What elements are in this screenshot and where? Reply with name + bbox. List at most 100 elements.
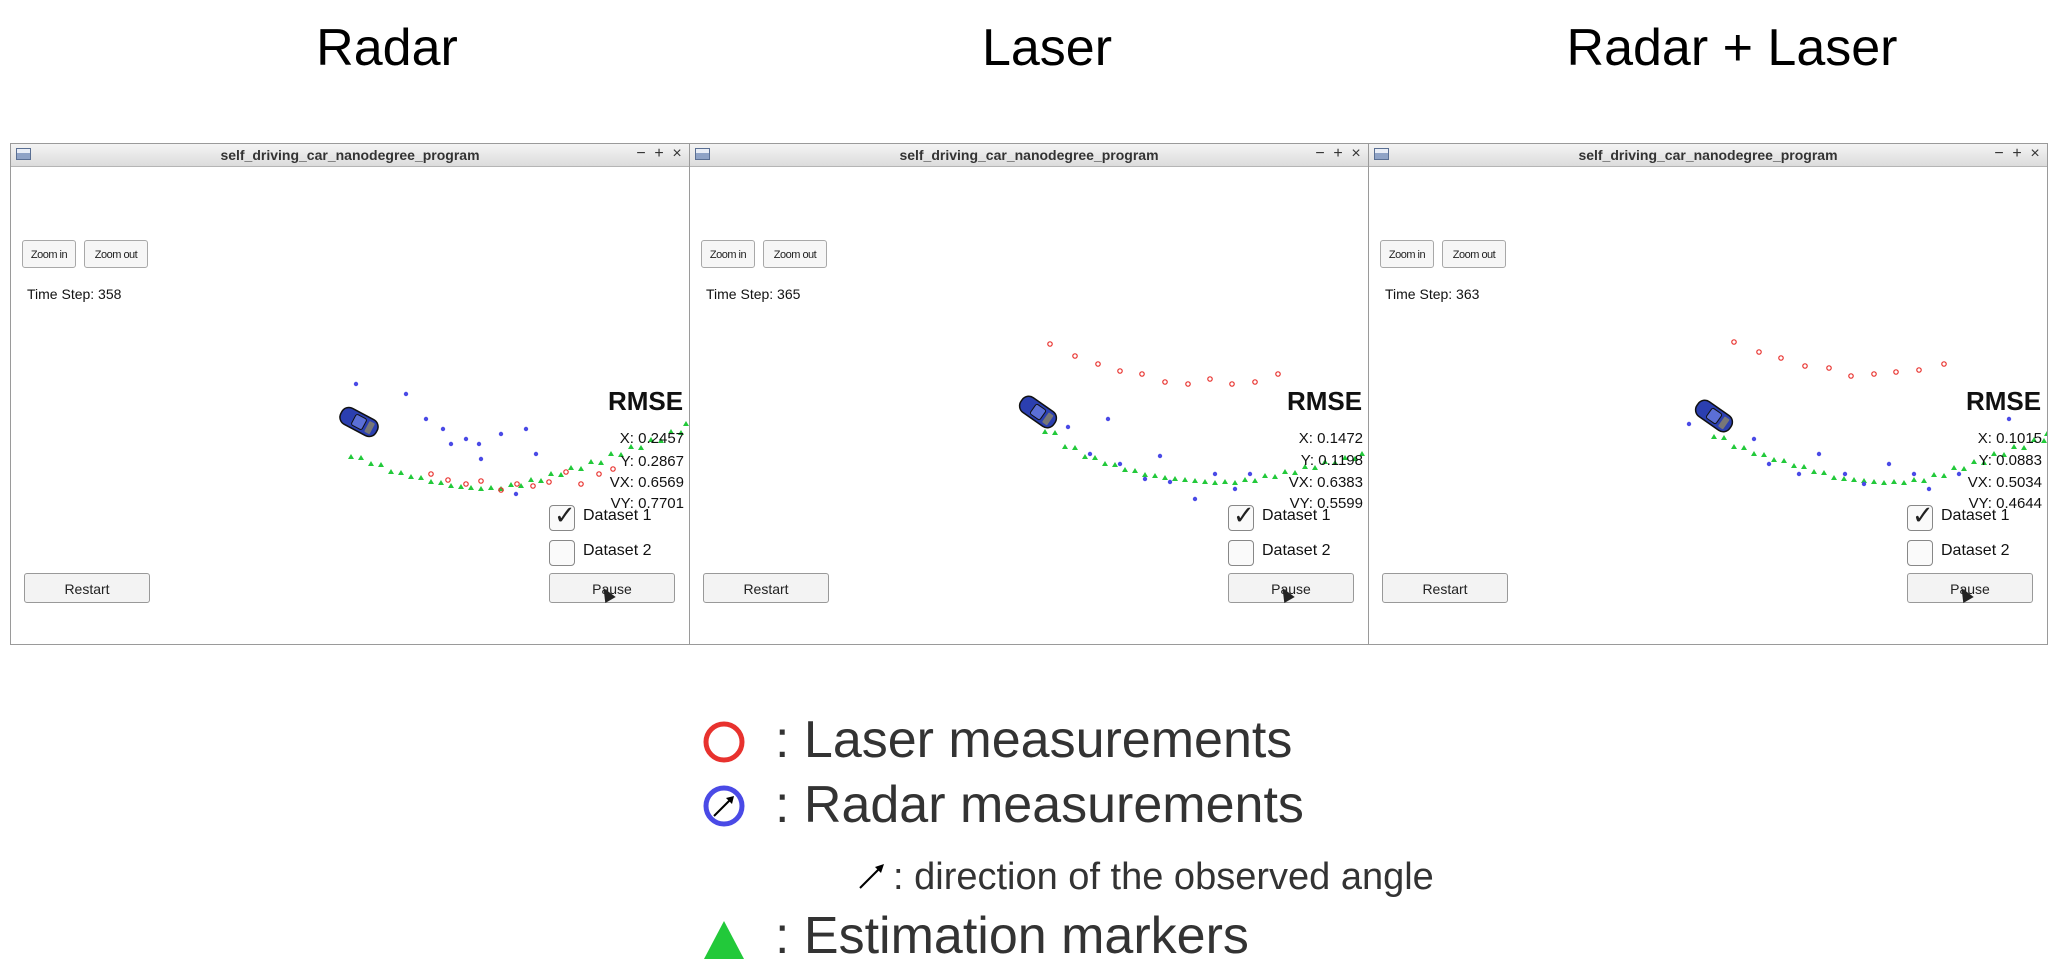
pause-button[interactable]: Pause: [549, 573, 675, 603]
window-menu-icon[interactable]: [16, 148, 31, 160]
laser-measurement: [428, 471, 434, 477]
estimation-marker: [1781, 458, 1787, 463]
radar-measurement: [1247, 471, 1253, 477]
restart-button[interactable]: Restart: [24, 573, 150, 603]
estimation-marker: [1342, 455, 1348, 460]
zoom-in-button[interactable]: Zoom in: [1380, 240, 1434, 268]
estimation-marker: [1262, 473, 1268, 478]
rmse-y: Y: 0.0883: [1978, 452, 2042, 469]
laser-measurement: [1252, 379, 1258, 385]
zoom-in-button[interactable]: Zoom in: [22, 240, 76, 268]
zoom-out-button[interactable]: Zoom out: [1442, 240, 1506, 268]
minimize-button[interactable]: −: [636, 145, 646, 162]
estimation-marker: [1761, 452, 1767, 457]
estimation-marker: [1172, 476, 1178, 481]
column-title-radar: Radar: [316, 19, 458, 77]
estimation-marker: [1122, 467, 1128, 472]
rmse-vy: VY: 0.5599: [1289, 495, 1363, 512]
close-button[interactable]: ×: [2030, 145, 2040, 162]
radar-measurement: [476, 441, 482, 447]
rmse-x: X: 0.1472: [1298, 430, 1363, 447]
estimation-marker: [1741, 445, 1747, 450]
column-title-radar-laser: Radar + Laser: [1566, 19, 1898, 77]
rmse-y: Y: 0.1198: [1300, 452, 1363, 469]
zoom-out-button[interactable]: Zoom out: [763, 240, 827, 268]
check-icon: ✓: [1233, 500, 1255, 530]
time-step-label: Time Step: 365: [706, 286, 801, 302]
estimation-marker: [628, 444, 634, 449]
dataset2-checkbox[interactable]: [549, 540, 575, 566]
laser-measurement: [1826, 365, 1832, 371]
estimation-marker: [1851, 477, 1857, 482]
zoom-in-button[interactable]: Zoom in: [701, 240, 755, 268]
estimation-marker: [1931, 472, 1937, 477]
laser-measurement: [546, 479, 552, 485]
maximize-button[interactable]: +: [1333, 145, 1343, 162]
estimation-marker: [658, 438, 664, 443]
estimation-marker: [1052, 430, 1058, 435]
dataset1-checkbox[interactable]: ✓: [1907, 500, 1934, 531]
laser-measurement: [1871, 371, 1877, 377]
legend-arrow: : direction of the observed angle: [893, 856, 1434, 898]
close-button[interactable]: ×: [672, 145, 682, 162]
estimation-marker: [683, 421, 689, 426]
radar-measurement: [2006, 416, 2012, 422]
laser-measurement: [1207, 376, 1213, 382]
rmse-vx: VX: 0.6383: [1288, 474, 1363, 491]
time-step-label: Time Step: 358: [27, 286, 122, 302]
laser-measurement: [1229, 381, 1235, 387]
estimation-marker: [418, 475, 424, 480]
rmse-vx: VX: 0.6569: [609, 474, 684, 491]
dataset2-label: Dataset 2: [583, 542, 652, 559]
estimation-marker: [1232, 480, 1238, 485]
dataset1-checkbox[interactable]: ✓: [549, 500, 576, 531]
estimation-marker: [1359, 451, 1365, 456]
radar-measurement: [1142, 476, 1148, 482]
close-button[interactable]: ×: [1351, 145, 1361, 162]
radar-measurement: [1796, 471, 1802, 477]
dataset1-checkbox[interactable]: ✓: [1228, 500, 1255, 531]
pause-button[interactable]: Pause: [1907, 573, 2033, 603]
maximize-button[interactable]: +: [2012, 145, 2022, 162]
laser-measurement: [1162, 379, 1168, 385]
estimation-marker: [668, 429, 674, 434]
laser-measurement: [498, 487, 504, 493]
radar-measurement: [1192, 496, 1198, 502]
simulation-canvas: [1686, 339, 2047, 492]
radar-measurement: [463, 436, 469, 442]
restart-button[interactable]: Restart: [703, 573, 829, 603]
radar-measurement: [1087, 451, 1093, 457]
restart-button[interactable]: Restart: [1382, 573, 1508, 603]
estimation-marker: [1282, 469, 1288, 474]
radar-measurement: [1751, 436, 1757, 442]
laser-measurement: [530, 483, 536, 489]
estimation-marker: [1901, 480, 1907, 485]
laser-measurement: [1848, 373, 1854, 379]
dataset2-label: Dataset 2: [1262, 542, 1331, 559]
window-titlebar: self_driving_car_nanodegree_program − + …: [690, 144, 1368, 167]
estimation-marker: [498, 486, 504, 491]
estimation-marker: [1991, 451, 1997, 456]
radar-measurement: [1157, 453, 1163, 459]
check-icon: ✓: [1912, 500, 1934, 530]
maximize-button[interactable]: +: [654, 145, 664, 162]
estimation-marker: [358, 455, 364, 460]
estimation-marker: [488, 485, 494, 490]
minimize-button[interactable]: −: [1315, 145, 1325, 162]
window-menu-icon[interactable]: [1374, 148, 1389, 160]
estimation-marker: [648, 437, 654, 442]
dataset2-checkbox[interactable]: [1228, 540, 1254, 566]
radar-measurement: [1212, 471, 1218, 477]
rmse-x: X: 0.2457: [619, 430, 684, 447]
window-menu-icon[interactable]: [695, 148, 710, 160]
dataset2-checkbox[interactable]: [1907, 540, 1933, 566]
zoom-out-button[interactable]: Zoom out: [84, 240, 148, 268]
estimation-marker: [578, 466, 584, 471]
estimation-marker: [1801, 464, 1807, 469]
rmse-vy: VY: 0.4644: [1968, 495, 2042, 512]
arrow-icon: [859, 864, 884, 889]
estimation-marker: [1182, 477, 1188, 482]
minimize-button[interactable]: −: [1994, 145, 2004, 162]
pause-button[interactable]: Pause: [1228, 573, 1354, 603]
estimation-marker: [638, 445, 644, 450]
